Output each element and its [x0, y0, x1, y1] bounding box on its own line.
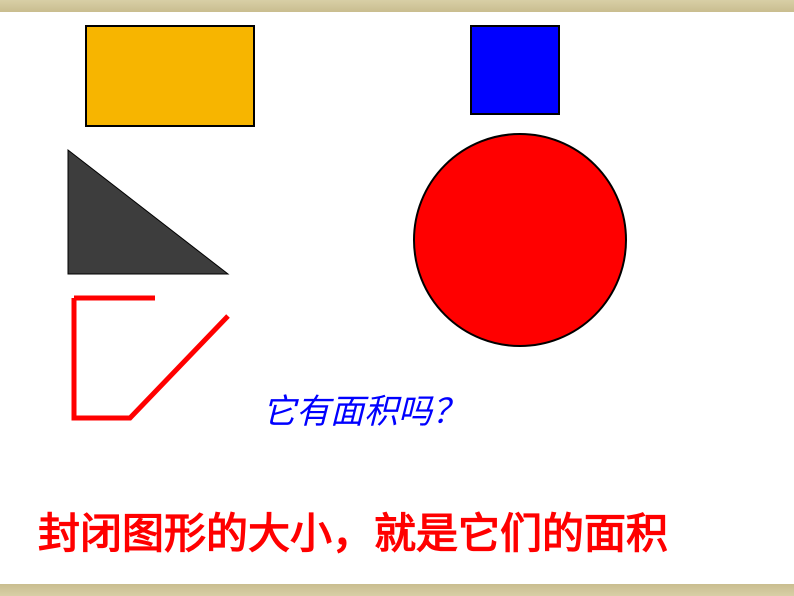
black-triangle — [68, 150, 228, 274]
yellow-rectangle — [86, 26, 254, 126]
open-red-shape-side — [74, 298, 228, 418]
blue-square — [471, 26, 559, 114]
question-text: 它有面积吗？ — [262, 384, 466, 433]
statement-text: 封闭图形的大小，就是它们的面积 — [38, 500, 668, 561]
red-circle — [414, 134, 626, 346]
